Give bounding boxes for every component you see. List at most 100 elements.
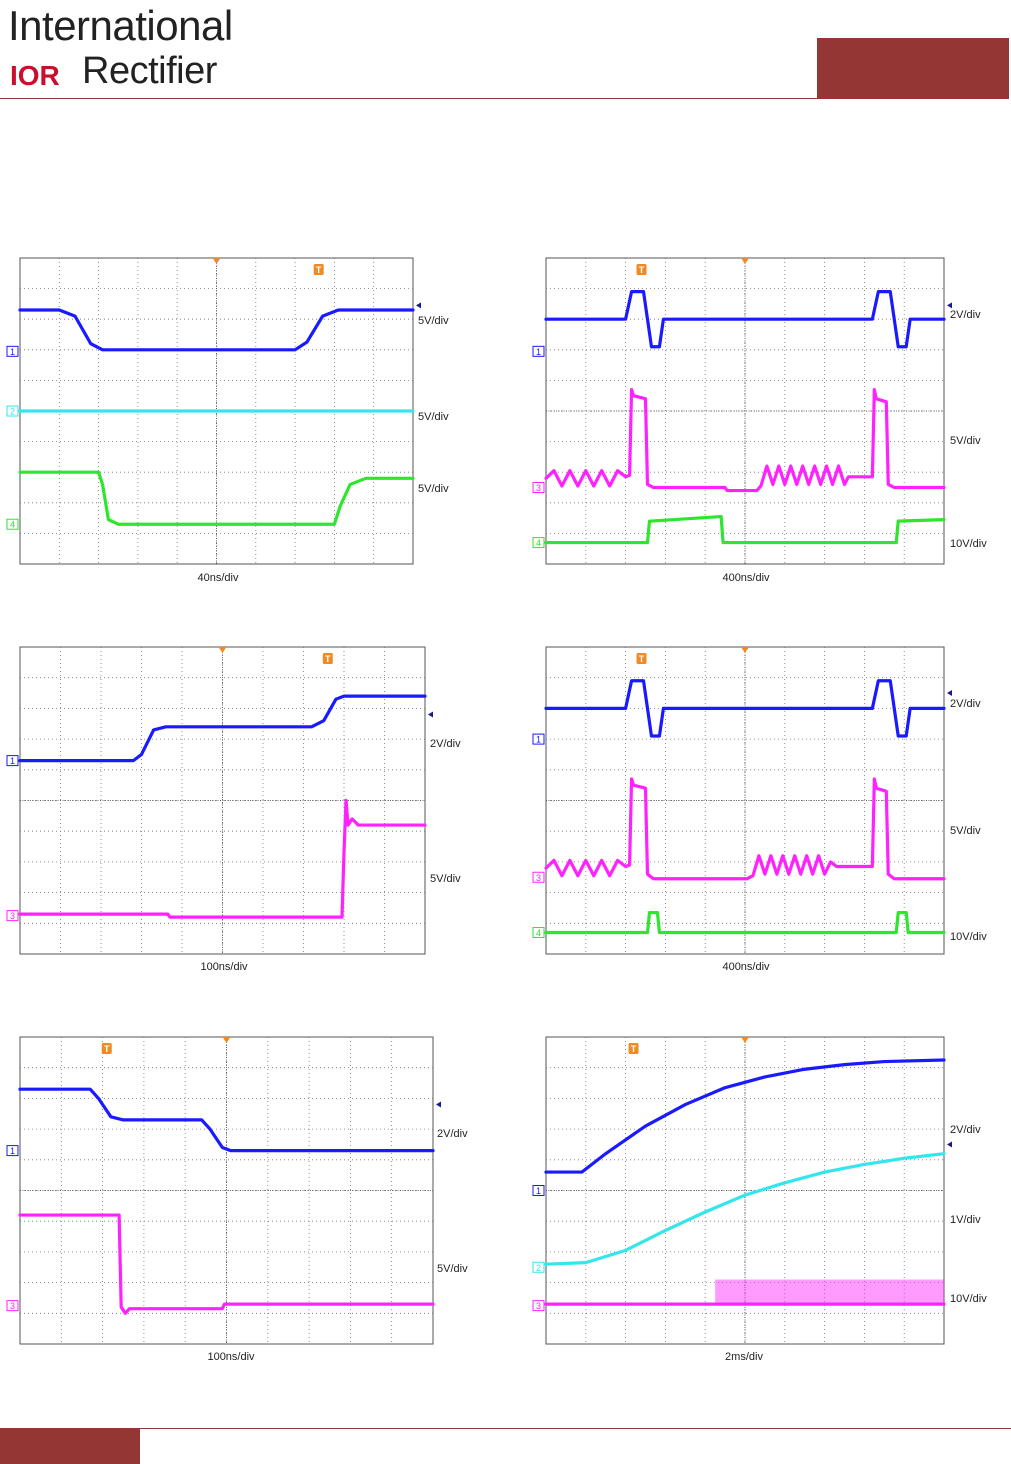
- ch1-waveform: [18, 694, 427, 763]
- ch3-waveform: [544, 777, 946, 881]
- scope-graticule: T 1 3 4: [532, 646, 952, 955]
- ch1-waveform: [544, 1058, 946, 1174]
- timebase-label: 40ns/div: [197, 572, 239, 584]
- trigger-position-marker: [212, 258, 221, 264]
- trigger-t-glyph: T: [325, 654, 331, 664]
- volts-per-div-label: 2V/div: [430, 738, 461, 750]
- volts-per-div-label: 2V/div: [950, 309, 981, 321]
- timebase-label: 400ns/div: [722, 961, 770, 973]
- logo-ior-mark: IOR: [10, 60, 60, 91]
- timebase-label: 100ns/div: [207, 1351, 255, 1363]
- timebase-label: 100ns/div: [200, 961, 248, 973]
- trigger-position-marker: [741, 1037, 749, 1043]
- trigger-level-arrow: [947, 690, 952, 697]
- volts-per-div-label: 5V/div: [418, 411, 449, 423]
- ch1-ground-marker: [6, 1145, 19, 1157]
- ch2-waveform: [544, 1152, 946, 1266]
- trigger-t-glyph: T: [104, 1044, 110, 1054]
- ch1-ground-label: 1: [10, 1146, 15, 1156]
- volts-per-div-label: 2V/div: [437, 1128, 468, 1140]
- volts-per-div-label: 1V/div: [950, 1214, 981, 1226]
- ch1-waveform: [18, 1087, 435, 1153]
- ch1-ground-label: 1: [10, 756, 15, 766]
- trigger-position-marker: [218, 647, 227, 653]
- trigger-position-marker: [222, 1037, 231, 1043]
- scope-capture-6: T 1 2 3: [526, 1036, 1006, 1367]
- volts-per-div-label: 2V/div: [950, 698, 981, 710]
- scope-graticule: T 1 3: [6, 1036, 441, 1345]
- ch1-waveform: [544, 290, 946, 349]
- volts-per-div-label: 5V/div: [430, 873, 461, 885]
- ch1-ground-marker: [6, 755, 19, 767]
- ch3-ground-label: 3: [536, 1301, 541, 1311]
- ch4-waveform: [544, 514, 946, 545]
- trigger-t-glyph: T: [316, 265, 322, 275]
- trigger-level-arrow: [947, 1141, 952, 1148]
- ch2-ground-marker: [532, 1261, 545, 1273]
- scope-graticule: T 1 2 3: [532, 1036, 952, 1345]
- trigger-t-glyph: T: [631, 1044, 637, 1054]
- volts-per-div-label: 2V/div: [950, 1124, 981, 1136]
- ch4-ground-marker: [532, 927, 545, 939]
- ch1-ground-marker: [532, 733, 545, 745]
- header-accent-block: [817, 38, 1009, 99]
- ch3-ground-marker: [532, 482, 545, 493]
- volts-per-div-label: 5V/div: [437, 1263, 468, 1275]
- ch4-ground-marker: [532, 537, 545, 549]
- scope-graticule: T 1 3: [6, 646, 433, 955]
- trigger-level-arrow: [436, 1101, 441, 1108]
- logo-wordmark-rectifier: Rectifier: [82, 50, 217, 92]
- trigger-level-arrow: [428, 711, 433, 718]
- volts-per-div-label: 10V/div: [950, 931, 987, 943]
- trigger-t-glyph: T: [639, 265, 645, 275]
- ch3-ground-marker: [532, 871, 545, 883]
- trigger-t-marker: [628, 1043, 639, 1054]
- ch3-ground-label: 3: [536, 483, 541, 493]
- footer-rule: [0, 1428, 1011, 1429]
- ch3-ground-marker: [532, 1300, 545, 1312]
- scope-graticule: T 1 2 4: [6, 257, 421, 565]
- ch3-waveform: [18, 798, 427, 919]
- volts-per-div-label: 5V/div: [418, 315, 449, 327]
- ch1-ground-label: 1: [536, 735, 541, 745]
- ch1-ground-label: 1: [536, 347, 541, 357]
- ch3-waveform: [18, 1213, 435, 1315]
- ch2-ground-label: 2: [10, 407, 15, 417]
- trigger-level-arrow: [416, 302, 421, 309]
- trigger-level-arrow: [947, 302, 952, 309]
- ch3-ground-label: 3: [10, 911, 15, 921]
- ch4-waveform: [18, 470, 415, 526]
- ch1-ground-label: 1: [10, 347, 15, 357]
- trigger-position-marker: [741, 647, 749, 653]
- ch4-ground-label: 4: [10, 520, 15, 530]
- ch2-ground-label: 2: [536, 1263, 541, 1273]
- ch4-ground-label: 4: [536, 928, 541, 938]
- trigger-t-marker: [313, 264, 324, 275]
- trigger-t-glyph: T: [639, 654, 645, 664]
- ch3-ground-marker: [6, 1300, 19, 1312]
- ch1-ground-marker: [532, 345, 545, 357]
- volts-per-div-label: 10V/div: [950, 538, 987, 550]
- scope-capture-1: T 1 2 4: [6, 257, 480, 588]
- timebase-label: 400ns/div: [722, 572, 770, 584]
- ch1-waveform: [18, 308, 415, 352]
- ch4-ground-marker: [6, 518, 19, 530]
- footer-accent-block: [0, 1429, 140, 1464]
- timebase-label: 2ms/div: [725, 1351, 763, 1363]
- ch2-ground-marker: [6, 405, 19, 417]
- ch1-waveform: [544, 679, 946, 738]
- ch3-ground-label: 3: [536, 873, 541, 883]
- header-rule: [0, 98, 817, 99]
- volts-per-div-label: 5V/div: [950, 435, 981, 447]
- volts-per-div-label: 5V/div: [418, 483, 449, 495]
- company-logo: International IOR Rectifier: [8, 2, 233, 94]
- ch1-ground-marker: [6, 345, 19, 357]
- trigger-t-marker: [322, 653, 333, 664]
- scope-capture-5: T 1 3: [0, 1036, 480, 1367]
- volts-per-div-label: 5V/div: [950, 825, 981, 837]
- ch4-waveform: [544, 910, 946, 935]
- trigger-position-marker: [741, 258, 749, 264]
- ch3-ground-marker: [6, 910, 19, 922]
- scope-capture-2: T 1 3 4: [526, 257, 1006, 588]
- ch3-ground-label: 3: [10, 1301, 15, 1311]
